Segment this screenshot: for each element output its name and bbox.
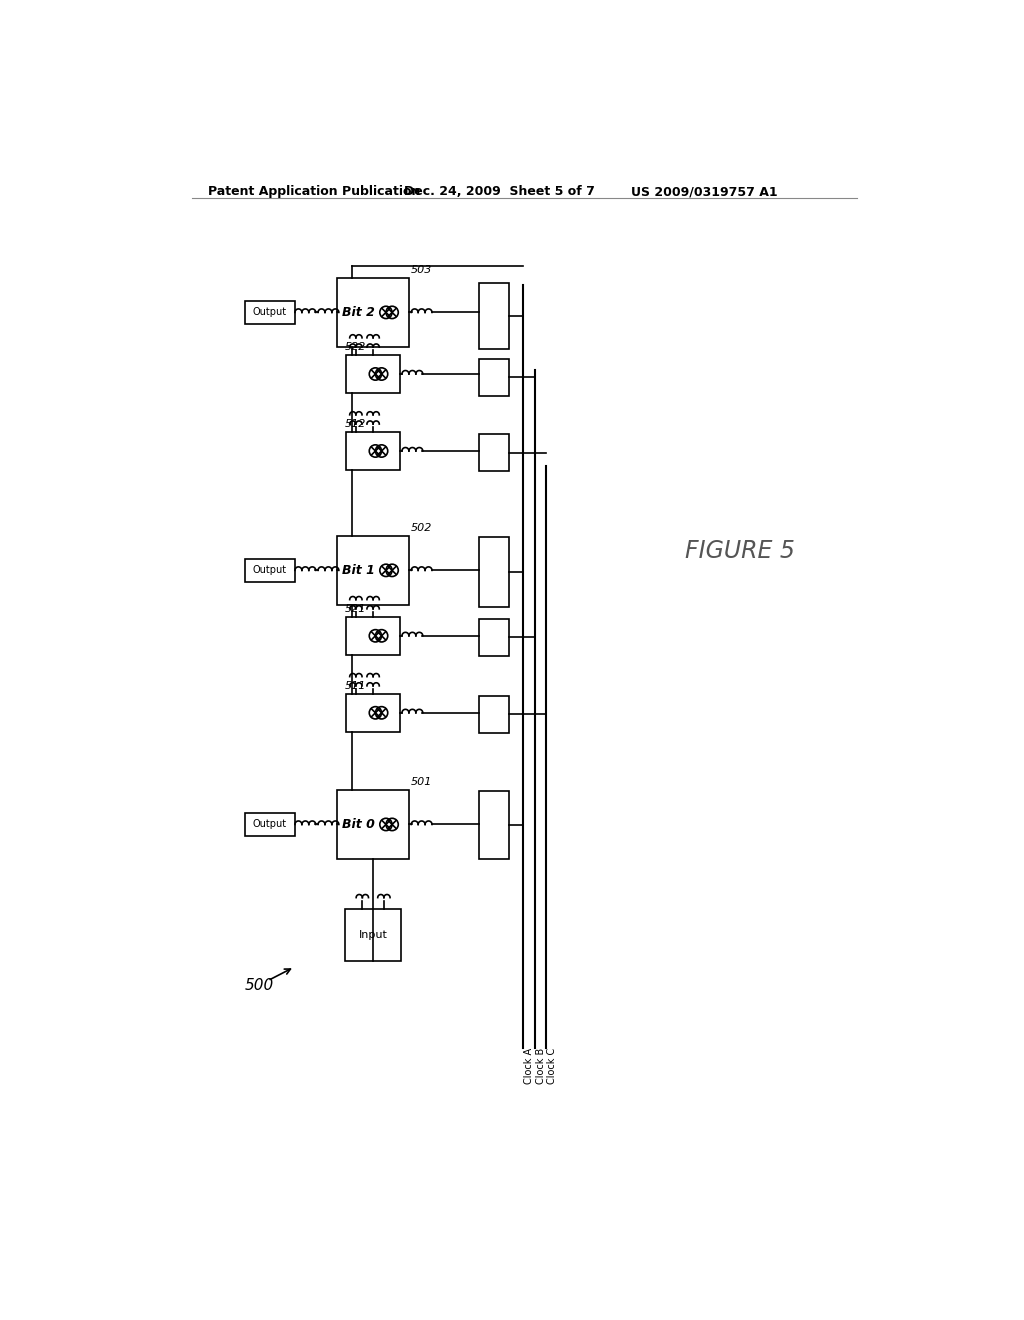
Text: 521: 521	[345, 605, 366, 614]
Text: 512: 512	[345, 420, 366, 429]
Bar	[479, 792, 509, 859]
Text: Clock A: Clock A	[524, 1048, 535, 1084]
Text: Input: Input	[358, 931, 387, 940]
Text: Clock B: Clock B	[536, 1048, 546, 1084]
Bar	[479, 619, 509, 656]
Text: 503: 503	[411, 265, 432, 276]
Bar	[245, 558, 295, 582]
Text: 501: 501	[411, 777, 432, 788]
Text: Output: Output	[253, 308, 287, 317]
Bar	[479, 537, 509, 607]
Text: Bit 1: Bit 1	[342, 564, 375, 577]
Text: 522: 522	[345, 342, 366, 352]
Text: 511: 511	[345, 681, 366, 692]
Bar	[479, 359, 509, 396]
Bar	[345, 909, 400, 961]
Text: FIGURE 5: FIGURE 5	[685, 539, 795, 564]
Text: 502: 502	[411, 524, 432, 533]
Bar	[245, 813, 295, 836]
Text: Output: Output	[253, 820, 287, 829]
Bar	[337, 536, 410, 605]
Text: Bit 0: Bit 0	[342, 818, 375, 832]
Bar	[346, 693, 400, 733]
Bar	[245, 301, 295, 323]
Bar	[479, 696, 509, 733]
Text: Clock C: Clock C	[547, 1048, 557, 1084]
Bar	[346, 355, 400, 393]
Bar	[479, 434, 509, 471]
Text: Output: Output	[253, 565, 287, 576]
Bar	[337, 789, 410, 859]
Bar	[479, 284, 509, 350]
Text: 500: 500	[245, 978, 273, 993]
Text: US 2009/0319757 A1: US 2009/0319757 A1	[631, 185, 777, 198]
Text: Dec. 24, 2009  Sheet 5 of 7: Dec. 24, 2009 Sheet 5 of 7	[403, 185, 595, 198]
Text: Patent Application Publication: Patent Application Publication	[208, 185, 420, 198]
Bar	[346, 616, 400, 655]
Text: Bit 2: Bit 2	[342, 306, 375, 319]
Bar	[337, 277, 410, 347]
Bar	[346, 432, 400, 470]
